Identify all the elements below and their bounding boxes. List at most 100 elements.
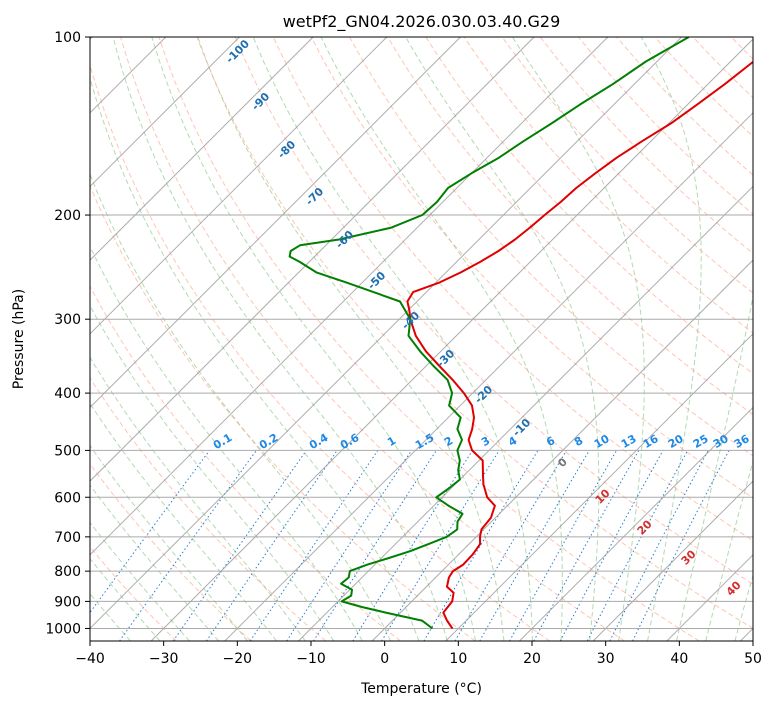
moist-adiabat-line [511, 37, 645, 641]
dry-adiabat-line [310, 37, 753, 499]
mixing-ratio-line [586, 450, 689, 641]
mixing-ratio-label: 20 [666, 432, 686, 451]
isotherm-line [298, 185, 753, 641]
x-axis: −40 −30 −20 −10 0 10 20 30 40 50 [75, 641, 762, 667]
plot-area: -100-90-80-70-60-50-40-30-20-10010203040… [90, 37, 775, 641]
dry-adiabat-line [463, 37, 753, 334]
isotherm-line [90, 37, 314, 261]
isotherms [90, 37, 753, 641]
x-tick-label: 10 [449, 651, 467, 667]
moist-adiabat-line [151, 37, 476, 641]
dry-adiabat-line [90, 285, 401, 641]
mixing-ratio-label: 30 [711, 432, 731, 451]
dry-adiabat-line [90, 184, 476, 641]
profile-lines [288, 37, 753, 630]
y-tick-label: 800 [54, 564, 81, 580]
dry-adiabat-label: -20 [472, 383, 495, 406]
moist-adiabat-line [90, 356, 306, 641]
profile-line [288, 37, 690, 630]
isotherm-line [90, 37, 461, 409]
mixing-ratio-line [381, 450, 500, 641]
moist-adiabat-line [734, 573, 753, 641]
moist-adiabat-line [405, 37, 600, 641]
mixing-ratio-label: 3 [479, 434, 492, 449]
mixing-ratio-label: 8 [572, 434, 585, 449]
mixing-ratio-label: 0.4 [307, 431, 331, 452]
mixing-ratio-line [509, 450, 618, 641]
dry-adiabat-label: -50 [365, 269, 388, 292]
mixing-ratio-label: 0.1 [211, 431, 234, 452]
isotherm-line [224, 112, 753, 641]
x-tick-label: −30 [149, 651, 179, 667]
mixing-ratio-label: 25 [691, 432, 711, 451]
dry-adiabat-line [158, 37, 700, 641]
moist-adiabat-line [705, 459, 753, 641]
dry-adiabat-label: -40 [399, 309, 422, 332]
isobars [90, 37, 753, 629]
dry-adiabats [90, 37, 775, 641]
x-tick-label: 40 [670, 651, 688, 667]
dry-adiabat-line [578, 37, 753, 215]
y-tick-label: 200 [54, 208, 81, 224]
chart-title: wetPf2_GN04.2026.030.03.40.G29 [283, 12, 561, 32]
moist-adiabat-line [90, 172, 392, 641]
y-tick-label: 1000 [45, 621, 81, 637]
isotherm-line [445, 333, 753, 641]
moist-adiabat-label: 30 [679, 547, 699, 567]
isotherm-line [90, 37, 240, 188]
isotherm-line [740, 627, 753, 641]
x-tick-label: 50 [744, 651, 762, 667]
moist-adiabat-label: 10 [593, 486, 613, 506]
isotherm-line [150, 38, 753, 641]
y-tick-label: 700 [54, 530, 81, 546]
dry-adiabat-line [196, 37, 753, 630]
isotherm-line [371, 259, 753, 641]
isotherm-line [90, 37, 609, 556]
y-tick-label: 400 [54, 386, 81, 402]
mixing-ratio-line [533, 450, 640, 641]
mixing-ratio-label: 13 [619, 432, 639, 451]
x-axis-label: Temperature (°C) [360, 681, 482, 697]
moist-adiabat-line [320, 37, 563, 641]
mixing-ratio-line [205, 450, 338, 641]
dry-adiabat-line [616, 37, 753, 176]
mixing-ratio-label: 6 [544, 434, 557, 449]
x-tick-label: −10 [296, 651, 326, 667]
dry-adiabat-line [387, 37, 753, 416]
dry-adiabat-line [692, 37, 753, 99]
mixing-ratio-line [559, 450, 664, 641]
moist-adiabat-line [197, 37, 505, 641]
moist-adiabat-line [90, 304, 335, 641]
mixing-ratio-label: 10 [592, 432, 612, 451]
dry-adiabat-line [90, 63, 551, 641]
y-tick-label: 600 [54, 490, 81, 506]
mixing-ratio-line [423, 450, 539, 641]
moist-adiabat-line [640, 37, 702, 641]
x-tick-label: 30 [597, 651, 615, 667]
moist-adiabat-label: 20 [635, 517, 655, 537]
mixing-ratio-line [313, 450, 437, 641]
dry-adiabat-line [234, 37, 753, 585]
dry-adiabat-line [425, 37, 753, 375]
dry-adiabat-label: -60 [333, 228, 356, 251]
mixing-ratio-label: 2 [442, 434, 455, 449]
mixing-ratio-line [479, 450, 590, 641]
mixing-ratio-lines [90, 450, 730, 641]
mixing-ratio-line [249, 450, 379, 641]
dry-adiabat-line [769, 37, 775, 641]
dry-adiabat-label: -80 [275, 138, 298, 161]
isotherm-line [90, 37, 682, 630]
isotherm-line [90, 37, 388, 335]
x-tick-label: −40 [75, 651, 105, 667]
dry-adiabat-label: -100 [223, 37, 252, 66]
dry-adiabat-label: -30 [434, 347, 457, 370]
isotherm-line [90, 37, 535, 482]
moist-adiabat-line [112, 37, 448, 641]
y-tick-label: 100 [54, 30, 81, 46]
moist-adiabats [90, 37, 753, 641]
mixing-ratio-line [90, 450, 211, 614]
dry-adiabat-label: -70 [303, 185, 326, 208]
y-tick-label: 900 [54, 594, 81, 610]
x-tick-label: −20 [223, 651, 253, 667]
